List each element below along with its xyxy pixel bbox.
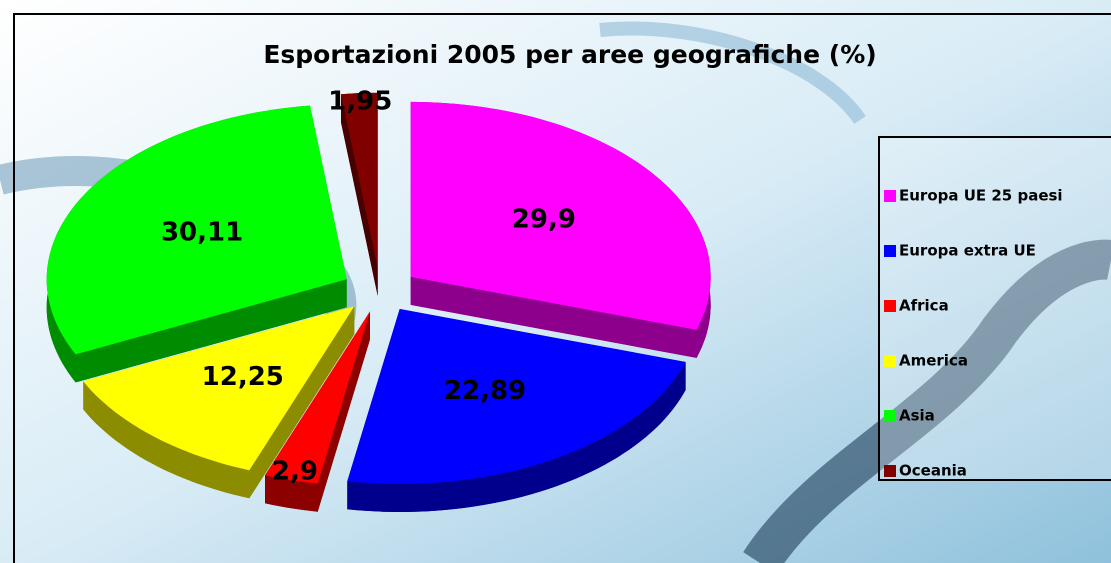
slice-side	[317, 311, 370, 512]
background-decoration	[743, 239, 1111, 563]
legend-swatch	[884, 245, 896, 257]
legend-swatch	[884, 410, 896, 422]
data-label: 22,89	[444, 376, 526, 406]
slice	[46, 105, 347, 383]
data-label: 1,95	[328, 86, 392, 116]
slice-top	[341, 92, 378, 268]
slice-wall	[83, 381, 250, 499]
legend-label: Oceania	[899, 462, 967, 480]
slice-wall	[347, 362, 686, 512]
slice	[83, 306, 355, 499]
slice	[410, 101, 711, 358]
legend-label: Africa	[899, 297, 949, 315]
legend-label: Asia	[899, 407, 935, 425]
data-label: 12,25	[202, 362, 284, 392]
data-label: 30,11	[161, 217, 243, 247]
slice-side	[410, 276, 697, 358]
slice	[341, 92, 378, 296]
slice-side	[75, 279, 347, 383]
legend-swatch	[884, 355, 896, 367]
slice-top	[46, 105, 347, 355]
slice	[347, 309, 686, 512]
slice-top	[83, 306, 355, 471]
slice-wall	[265, 475, 318, 512]
legend-swatch	[884, 300, 896, 312]
slice-side	[341, 94, 378, 296]
frame	[13, 13, 1111, 563]
data-label: 29,9	[512, 205, 576, 235]
background-decoration	[599, 21, 866, 125]
slice-top	[265, 311, 370, 484]
data-label: 2,9	[272, 456, 318, 486]
legend-swatch	[884, 465, 896, 477]
legend-label: America	[899, 352, 968, 370]
slice-side	[249, 306, 355, 499]
slice-top	[347, 309, 686, 484]
slice-top	[410, 101, 711, 330]
slice	[265, 311, 370, 512]
legend-label: Europa extra UE	[899, 242, 1036, 260]
legend-label: Europa UE 25 paesi	[899, 187, 1063, 205]
chart-title: Esportazioni 2005 per aree geografiche (…	[263, 40, 876, 69]
legend-swatch	[884, 190, 896, 202]
legend	[878, 136, 1111, 481]
